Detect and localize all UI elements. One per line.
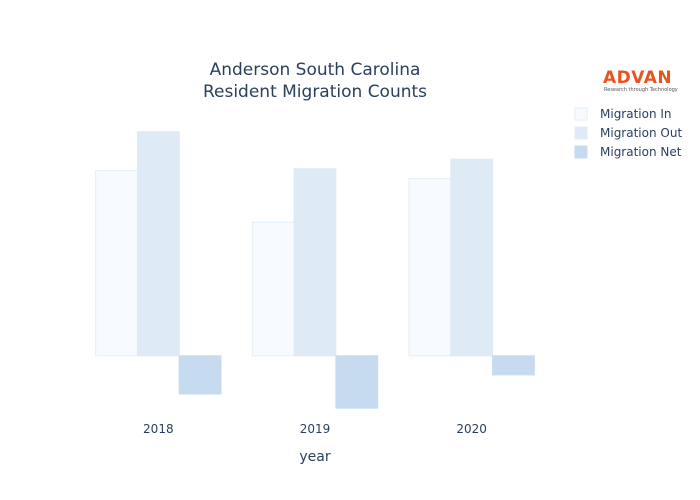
legend[interactable]: Migration In Migration Out Migration Net xyxy=(574,107,682,159)
bar-migration-out-2020[interactable] xyxy=(450,158,494,357)
legend-swatch xyxy=(574,126,588,140)
chart-title-line-2: Resident Migration Counts xyxy=(203,82,427,102)
bar-migration-in-2019[interactable] xyxy=(251,221,295,357)
legend-label: Migration In xyxy=(600,107,672,121)
bar-migration-out-2018[interactable] xyxy=(136,131,180,357)
legend-swatch xyxy=(574,145,588,159)
legend-swatch xyxy=(574,107,588,121)
x-axis-title: year xyxy=(299,449,330,465)
x-tick-labels: 2018 2019 2020 xyxy=(143,422,487,436)
logo-tagline: Research through Technology xyxy=(604,87,678,93)
x-tick-label-2020: 2020 xyxy=(456,422,487,436)
bar-migration-in-2018[interactable] xyxy=(95,170,138,357)
chart-title: Anderson South Carolina Resident Migrati… xyxy=(203,60,427,102)
bars-group xyxy=(95,131,535,409)
logo-wordmark: ADVAN xyxy=(603,68,672,88)
legend-item-migration-net[interactable]: Migration Net xyxy=(574,145,682,159)
advan-logo: ADVAN Research through Technology xyxy=(603,68,678,93)
legend-item-migration-out[interactable]: Migration Out xyxy=(574,126,682,140)
bar-migration-net-2019[interactable] xyxy=(335,355,379,409)
x-tick-label-2019: 2019 xyxy=(300,422,331,436)
legend-label: Migration Net xyxy=(600,145,682,159)
chart-title-line-1: Anderson South Carolina xyxy=(210,60,421,80)
legend-item-migration-in[interactable]: Migration In xyxy=(574,107,672,121)
bar-migration-out-2019[interactable] xyxy=(293,168,337,357)
legend-label: Migration Out xyxy=(600,126,682,140)
bar-migration-net-2020[interactable] xyxy=(492,355,535,376)
x-tick-label-2018: 2018 xyxy=(143,422,174,436)
bar-migration-net-2018[interactable] xyxy=(178,355,222,395)
bar-migration-in-2020[interactable] xyxy=(408,178,452,357)
